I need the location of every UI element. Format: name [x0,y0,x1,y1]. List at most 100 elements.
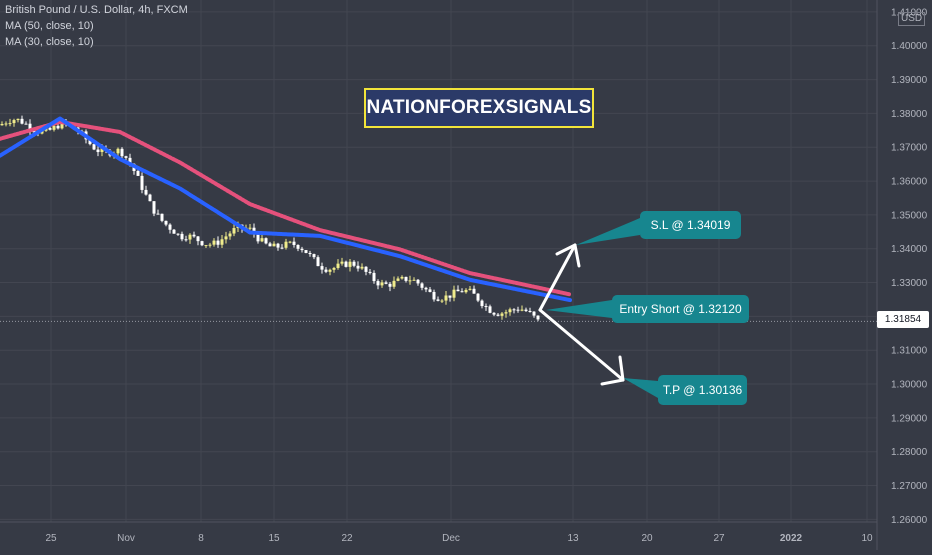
candle-body [340,261,344,264]
candle-body [316,257,320,267]
watermark-banner: NATIONFOREXSIGNALS [364,88,594,128]
candle-body [512,309,516,311]
candle-body [144,189,148,195]
candle-body [248,227,252,229]
candle-body [312,254,316,258]
candle-body [332,267,336,270]
candle-body [0,124,4,126]
candle-body [504,312,508,314]
candle-body [448,295,452,298]
candle-body [208,244,212,246]
candle-body [280,247,284,249]
candle-body [464,289,468,293]
candle-body [20,118,24,124]
candle-body [224,236,228,240]
candle-body [48,128,52,130]
candle-body [444,295,448,301]
candle-body [304,250,308,253]
candle-body [228,233,232,237]
candle-body [500,313,504,316]
candle-body [344,261,348,267]
y-tick-label: 1.38000 [891,109,928,120]
candle-body [168,224,172,230]
candle-body [476,293,480,301]
candle-body [176,233,180,235]
candle-body [60,120,64,129]
y-tick-label: 1.28000 [891,447,928,458]
candle-body [152,201,156,214]
candle-body [160,213,164,221]
y-tick-label: 1.40000 [891,41,928,52]
x-tick-label: 15 [268,533,280,544]
candle-body [192,234,196,237]
ma50-legend: MA (50, close, 10) [5,20,94,32]
candle-body [484,306,488,308]
candle-body [416,279,420,284]
candle-body [116,148,120,154]
y-tick-label: 1.34000 [891,244,928,255]
candle-body [88,139,92,145]
candle-body [196,236,200,242]
ma30-legend: MA (30, close, 10) [5,36,94,48]
candle-body [172,229,176,234]
take-profit-callout: T.P @ 1.30136 [658,375,747,405]
candle-body [216,240,220,245]
candle-body [480,300,484,307]
candle-body [8,123,12,125]
x-tick-label: 2022 [780,533,803,544]
symbol-title: British Pound / U.S. Dollar, 4h, FXCM [5,4,188,16]
currency-label[interactable]: USD [898,12,926,26]
candle-body [52,125,56,130]
take-profit-arrowhead [600,355,625,386]
candle-body [96,149,100,153]
x-tick-label: 22 [341,533,353,544]
candle-body [352,261,356,266]
candle-body [496,314,500,316]
candle-body [300,248,304,251]
y-tick-label: 1.31000 [891,346,928,357]
candle-body [472,288,476,294]
x-tick-label: 20 [641,533,653,544]
candle-body [420,283,424,288]
candle-body [432,291,436,300]
candle-body [256,234,260,242]
take-profit-pointer [623,378,658,398]
x-tick-label: 27 [713,533,725,544]
candle-body [328,269,332,272]
x-tick-label: Nov [117,533,135,544]
candle-body [320,266,324,270]
y-tick-label: 1.30000 [891,380,928,391]
candle-body [288,241,292,243]
candle-body [356,265,360,269]
candle-body [492,312,496,315]
y-tick-label: 1.26000 [891,515,928,526]
candle-body [268,243,272,247]
candle-body [456,289,460,292]
candle-body [436,299,440,301]
candle-body [392,280,396,287]
candle-body [536,315,540,320]
candle-body [424,287,428,290]
candle-body [92,144,96,150]
candle-body [204,245,208,247]
candle-body [404,276,408,281]
candle-body [232,228,236,234]
stop-loss-arrowhead [555,243,581,268]
candle-body [364,266,368,272]
candle-body [180,233,184,240]
candle-body [188,234,192,240]
candle-body [368,271,372,273]
x-tick-label: Dec [442,533,460,544]
candle-body [40,130,44,134]
candle-body [380,282,384,286]
candle-body [120,148,124,157]
candle-body [468,288,472,290]
candle-body [520,309,524,311]
candle-body [148,194,152,202]
candle-body [164,220,168,225]
candle-body [508,309,512,313]
candle-body [140,175,144,190]
candle-body [532,311,536,316]
